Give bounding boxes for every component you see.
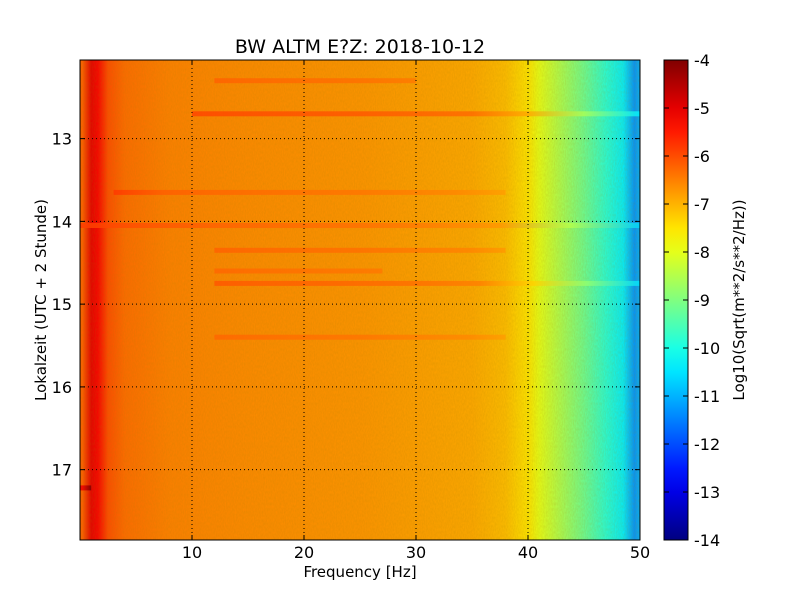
- colorbar-label: Log10(Sqrt(m**2/s**2/Hz)): [730, 199, 748, 400]
- heatmap-band: [214, 280, 640, 286]
- y-tick-label: 14: [52, 212, 72, 231]
- heatmap-band: [192, 111, 640, 117]
- heatmap-band: [214, 78, 416, 84]
- x-tick-label: 10: [182, 543, 202, 562]
- plot-area: 10 20 30 40 50 13 14 15 16 17: [52, 59, 650, 562]
- x-tick-label: 20: [294, 543, 314, 562]
- x-tick-label: 30: [406, 543, 426, 562]
- colorbar-tick-label: -8: [694, 243, 710, 262]
- heatmap-band: [113, 189, 506, 195]
- colorbar-ticks: -4 -5 -6 -7 -8 -9 -10 -11 -12 -13 -14: [664, 51, 720, 550]
- heatmap-band: [80, 485, 92, 491]
- colorbar-tick-label: -7: [694, 195, 710, 214]
- y-tick-label: 17: [52, 461, 72, 480]
- colorbar-tick-label: -11: [694, 387, 720, 406]
- y-axis-ticks: 13 14 15 16 17: [52, 130, 640, 480]
- x-tick-label: 50: [630, 543, 650, 562]
- colorbar-tick-label: -12: [694, 435, 720, 454]
- grid-lines: [80, 60, 640, 540]
- heatmap-bands: [80, 78, 640, 491]
- y-tick-label: 16: [52, 378, 72, 397]
- heatmap-band: [214, 268, 383, 274]
- y-tick-label: 15: [52, 295, 72, 314]
- colorbar-tick-label: -13: [694, 483, 720, 502]
- colorbar-tick-label: -6: [694, 147, 710, 166]
- chart-title: BW ALTM E?Z: 2018-10-12: [235, 36, 485, 58]
- plot-frame: [79, 59, 641, 541]
- heatmap-band: [214, 247, 506, 253]
- colorbar-tick-label: -14: [694, 531, 720, 550]
- y-axis-label: Lokalzeit (UTC + 2 Stunde): [32, 199, 50, 401]
- colorbar-tick-label: -9: [694, 291, 710, 310]
- colorbar-tick-label: -10: [694, 339, 720, 358]
- x-tick-label: 40: [518, 543, 538, 562]
- x-axis-ticks: 10 20 30 40 50: [182, 60, 650, 562]
- y-tick-label: 13: [52, 130, 72, 149]
- colorbar-tick-label: -5: [694, 99, 710, 118]
- x-axis-label: Frequency [Hz]: [303, 563, 416, 581]
- colorbar-tick-label: -4: [694, 51, 710, 70]
- heatmap-texture: [80, 60, 640, 540]
- heatmap-band: [214, 334, 506, 340]
- heatmap-band: [80, 223, 640, 228]
- colorbar: -4 -5 -6 -7 -8 -9 -10 -11 -12 -13 -14: [663, 51, 720, 550]
